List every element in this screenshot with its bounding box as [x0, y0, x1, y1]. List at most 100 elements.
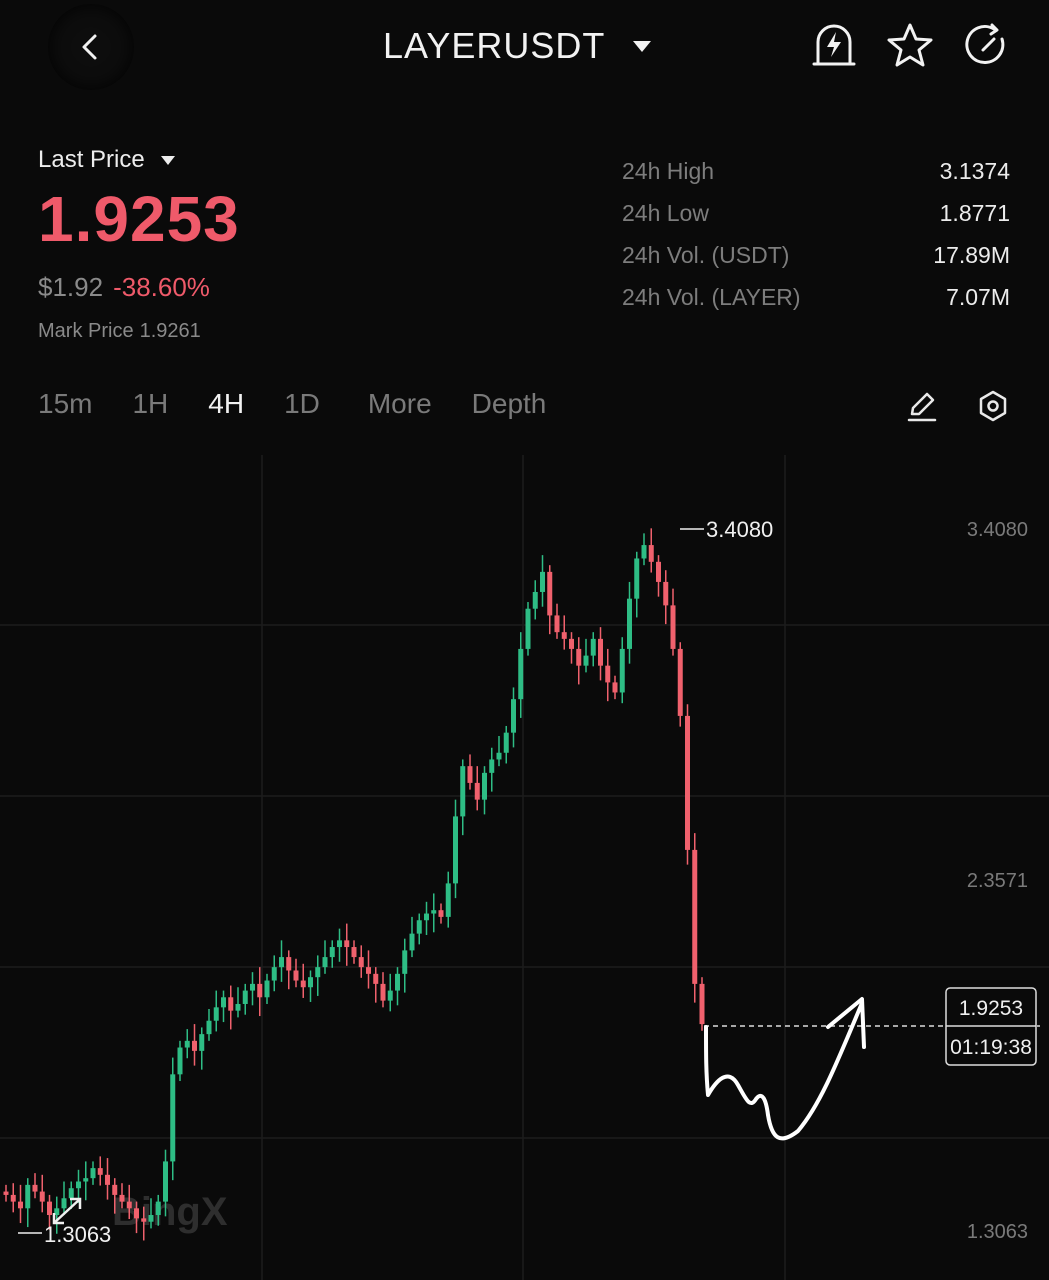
- candle-body: [228, 997, 234, 1011]
- settings-hexagon-icon[interactable]: [975, 388, 1011, 424]
- candle-body: [474, 782, 480, 800]
- candle-body: [453, 816, 458, 884]
- candle-body: [315, 967, 321, 978]
- candle-body: [366, 967, 371, 974]
- stat-row: 24h High 3.1374: [622, 150, 1010, 192]
- mark-price-label: Mark Price: [38, 320, 134, 342]
- candle-body: [170, 1074, 176, 1162]
- candle-body: [105, 1174, 110, 1185]
- min-price-label: 1.3063: [44, 1222, 111, 1247]
- expand-chart-icon[interactable]: [52, 1197, 82, 1225]
- candles-group: [3, 528, 705, 1241]
- candle-body: [518, 648, 524, 700]
- candle-body: [503, 732, 509, 753]
- y-tick-label: 1.3063: [967, 1221, 1028, 1243]
- candle-body: [445, 883, 451, 917]
- tab-1d[interactable]: 1D: [284, 388, 320, 419]
- candle-body: [148, 1215, 154, 1222]
- stat-row: 24h Vol. (LAYER) 7.07M: [622, 276, 1010, 318]
- candle-body: [134, 1208, 139, 1219]
- candle-body: [184, 1040, 190, 1048]
- candle-body: [308, 977, 313, 988]
- symbol-title: LAYERUSDT: [383, 25, 606, 66]
- candle-body: [699, 983, 705, 1025]
- stat-label: 24h Vol. (LAYER): [622, 283, 801, 310]
- candle-body: [141, 1218, 147, 1222]
- price-chart[interactable]: BingX 3.4080 2.3571 1.3063 3.4080 1.3063…: [0, 455, 1049, 1280]
- chart-grid: [0, 455, 1049, 1280]
- candle-body: [576, 648, 582, 666]
- candle-body: [83, 1178, 89, 1182]
- candle-body: [402, 950, 408, 974]
- last-price-label: Last Price: [38, 146, 145, 173]
- stat-label: 24h Low: [622, 199, 709, 226]
- candle-body: [424, 913, 429, 921]
- candle-body: [634, 558, 640, 599]
- candle-body: [395, 973, 400, 991]
- tab-depth[interactable]: Depth: [471, 388, 547, 419]
- candle-body: [264, 980, 270, 998]
- tab-1h[interactable]: 1H: [132, 388, 169, 419]
- tab-4h[interactable]: 4H: [208, 388, 245, 419]
- candle-body: [641, 545, 647, 559]
- price-subrow: $1.92 -38.60%: [38, 272, 210, 303]
- candle-body: [47, 1201, 52, 1216]
- stat-value: 7.07M: [946, 283, 1010, 310]
- mark-price-value: 1.9261: [139, 320, 201, 342]
- candle-body: [670, 605, 676, 649]
- last-price-value: 1.9253: [38, 183, 240, 255]
- candle-body: [163, 1161, 168, 1202]
- star-icon[interactable]: [885, 20, 935, 70]
- candle-body: [569, 638, 574, 649]
- alert-bell-icon[interactable]: [809, 20, 859, 70]
- pencil-icon[interactable]: [904, 388, 940, 424]
- candle-body: [112, 1184, 118, 1195]
- chevron-down-icon: [160, 155, 175, 165]
- candle-body: [627, 598, 632, 649]
- stat-value: 17.89M: [933, 241, 1010, 268]
- candle-body: [648, 545, 654, 562]
- candle-body: [438, 910, 444, 917]
- candle-body: [250, 983, 255, 991]
- y-tick-label: 3.4080: [967, 519, 1028, 541]
- refresh-icon[interactable]: [961, 20, 1011, 70]
- candle-body: [656, 561, 661, 582]
- candle-body: [605, 665, 611, 683]
- last-price-selector[interactable]: Last Price: [38, 146, 175, 174]
- stat-label: 24h High: [622, 157, 715, 184]
- symbol-selector[interactable]: LAYERUSDT: [383, 24, 652, 68]
- candle-body: [54, 1208, 60, 1216]
- candle-body: [242, 990, 248, 1004]
- candle-body: [511, 699, 516, 733]
- tab-more[interactable]: More: [367, 388, 432, 419]
- candle-body: [61, 1198, 67, 1209]
- candle-body: [482, 772, 487, 800]
- candle-body: [322, 957, 328, 968]
- candle-body: [3, 1191, 9, 1195]
- candle-body: [32, 1184, 38, 1192]
- candle-body: [467, 766, 473, 783]
- candle-body: [692, 849, 698, 984]
- candle-body: [300, 980, 306, 988]
- hand-drawn-arrow: [704, 997, 866, 1141]
- tab-15m[interactable]: 15m: [38, 388, 93, 419]
- candle-body: [344, 940, 350, 948]
- candle-body: [213, 1007, 219, 1021]
- candle-body: [10, 1194, 16, 1202]
- stat-value: 3.1374: [939, 157, 1010, 184]
- candle-body: [206, 1020, 212, 1035]
- candle-body: [489, 759, 495, 773]
- candle-body: [39, 1191, 45, 1202]
- candle-body: [293, 970, 299, 981]
- candle-body: [525, 608, 531, 649]
- watermark-logo: BingX: [112, 1190, 228, 1234]
- candle-body: [598, 638, 603, 666]
- candle-body: [547, 571, 553, 616]
- back-button[interactable]: [48, 4, 134, 90]
- candle-body: [351, 947, 357, 958]
- max-price-marker: 3.4080: [680, 517, 773, 542]
- candle-body: [496, 752, 502, 760]
- countdown-label: 01:19:38: [950, 1036, 1032, 1059]
- stat-row: 24h Low 1.8771: [622, 192, 1010, 234]
- candle-body: [221, 997, 226, 1008]
